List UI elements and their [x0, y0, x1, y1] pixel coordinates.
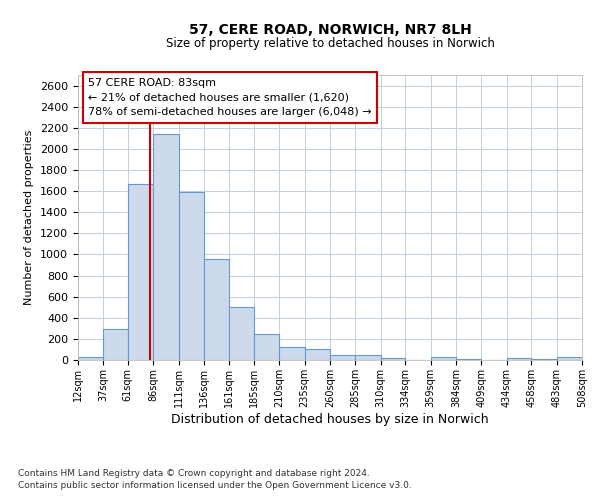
- Y-axis label: Number of detached properties: Number of detached properties: [25, 130, 34, 305]
- Bar: [431, 357, 456, 360]
- Bar: [78, 358, 103, 360]
- Text: Contains public sector information licensed under the Open Government Licence v3: Contains public sector information licen…: [18, 481, 412, 490]
- Bar: [254, 334, 279, 360]
- Bar: [507, 358, 531, 360]
- Text: 57 CERE ROAD: 83sqm
← 21% of detached houses are smaller (1,620)
78% of semi-det: 57 CERE ROAD: 83sqm ← 21% of detached ho…: [88, 78, 372, 118]
- Bar: [128, 184, 153, 360]
- Bar: [103, 329, 128, 360]
- Text: 57, CERE ROAD, NORWICH, NR7 8LH: 57, CERE ROAD, NORWICH, NR7 8LH: [188, 22, 472, 36]
- Bar: [381, 358, 405, 360]
- Bar: [179, 192, 204, 360]
- Bar: [557, 357, 582, 360]
- Bar: [204, 258, 229, 360]
- Bar: [279, 348, 305, 360]
- Text: Contains HM Land Registry data © Crown copyright and database right 2024.: Contains HM Land Registry data © Crown c…: [18, 468, 370, 477]
- X-axis label: Distribution of detached houses by size in Norwich: Distribution of detached houses by size …: [171, 412, 489, 426]
- Bar: [229, 307, 254, 360]
- Bar: [330, 354, 355, 360]
- Text: Size of property relative to detached houses in Norwich: Size of property relative to detached ho…: [166, 38, 494, 51]
- Bar: [305, 350, 330, 360]
- Bar: [153, 134, 179, 360]
- Bar: [355, 354, 381, 360]
